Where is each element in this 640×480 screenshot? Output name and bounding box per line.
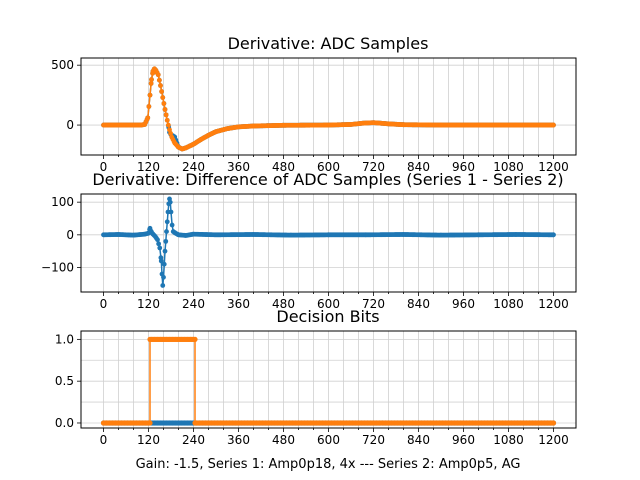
data-points bbox=[101, 66, 556, 152]
series-2-point bbox=[161, 101, 167, 106]
x-tick-label: 240 bbox=[182, 160, 205, 174]
series-1-point bbox=[161, 261, 167, 267]
series-1-point bbox=[163, 238, 169, 244]
x-tick-label: 720 bbox=[362, 297, 385, 311]
x-tick-label: 240 bbox=[182, 297, 205, 311]
series-1-point bbox=[164, 229, 169, 234]
series-2-point bbox=[156, 77, 162, 83]
y-tick-label: 0 bbox=[66, 228, 74, 242]
x-axis-ticks: 0 120 240 360 480 600 720 840 960 1080 1200 bbox=[100, 155, 569, 174]
x-tick-label: 600 bbox=[317, 160, 340, 174]
series-2-point bbox=[163, 112, 169, 118]
series-1-point bbox=[156, 241, 162, 247]
chart-title-adc-samples: Derivative: ADC Samples bbox=[228, 34, 429, 53]
series-2-point bbox=[147, 420, 153, 426]
x-tick-label: 360 bbox=[227, 297, 250, 311]
data-points bbox=[101, 196, 556, 288]
y-tick-label: 1.0 bbox=[55, 332, 74, 346]
series-2-point bbox=[148, 81, 154, 86]
series-2-point bbox=[158, 83, 163, 88]
series-2-point bbox=[146, 104, 152, 109]
x-tick-label: 480 bbox=[272, 160, 295, 174]
series-2-point bbox=[192, 336, 198, 342]
series-1-point bbox=[155, 237, 160, 243]
y-tick-label: 500 bbox=[51, 58, 74, 72]
x-tick-label: 0 bbox=[100, 433, 108, 447]
y-axis-ticks: −100 0 100 bbox=[41, 195, 81, 275]
series-2-point bbox=[145, 115, 151, 121]
x-tick-label: 960 bbox=[452, 433, 475, 447]
x-axis-ticks: 0 120 240 360 480 600 720 840 960 1080 1200 bbox=[100, 292, 569, 311]
x-tick-label: 120 bbox=[137, 297, 160, 311]
chart-title-difference: Derivative: Difference of ADC Samples (S… bbox=[92, 170, 563, 189]
x-tick-label: 840 bbox=[407, 160, 430, 174]
x-tick-label: 1200 bbox=[538, 160, 569, 174]
x-tick-label: 120 bbox=[137, 433, 160, 447]
series-1-point bbox=[167, 199, 173, 205]
series-1-point bbox=[157, 245, 163, 251]
x-tick-label: 0 bbox=[100, 160, 108, 174]
x-tick-label: 600 bbox=[317, 297, 340, 311]
y-tick-label: 0.5 bbox=[55, 374, 74, 388]
data-points bbox=[100, 336, 557, 426]
series-1-point bbox=[158, 258, 164, 264]
series-2-point bbox=[164, 117, 170, 123]
series-1-point bbox=[160, 283, 166, 288]
x-tick-label: 720 bbox=[362, 433, 385, 447]
panel-decision-bits: Decision Bits 0 120 240 360 480 600 720 840 960 1… bbox=[55, 307, 577, 447]
panel-difference: Derivative: Difference of ADC Samples (S… bbox=[41, 170, 577, 311]
y-tick-label: −100 bbox=[41, 261, 74, 275]
x-tick-label: 1200 bbox=[538, 297, 569, 311]
x-tick-label: 1200 bbox=[538, 433, 569, 447]
series-1-point bbox=[161, 274, 166, 280]
y-tick-label: 0 bbox=[66, 118, 74, 132]
x-tick-label: 1080 bbox=[493, 433, 524, 447]
x-tick-label: 0 bbox=[100, 297, 108, 311]
series-2-point bbox=[162, 107, 168, 112]
series-1-point bbox=[169, 222, 175, 228]
x-tick-label: 840 bbox=[407, 433, 430, 447]
series-2-point bbox=[147, 92, 153, 98]
x-tick-label: 960 bbox=[452, 297, 475, 311]
x-tick-label: 480 bbox=[272, 297, 295, 311]
x-tick-label: 480 bbox=[272, 433, 295, 447]
series-2-point bbox=[155, 72, 161, 78]
series-2-point bbox=[165, 122, 171, 128]
series-2-point bbox=[550, 420, 557, 426]
series-1-point bbox=[162, 248, 168, 254]
x-tick-label: 360 bbox=[227, 160, 250, 174]
x-tick-label: 240 bbox=[182, 433, 205, 447]
x-tick-label: 720 bbox=[362, 160, 385, 174]
x-tick-label: 1080 bbox=[493, 297, 524, 311]
y-tick-label: 100 bbox=[51, 195, 74, 209]
panel-adc-samples: Derivative: ADC Samples 0 120 240 360 480 600… bbox=[51, 34, 577, 174]
series-1-point bbox=[551, 232, 556, 238]
x-tick-label: 1080 bbox=[493, 160, 524, 174]
series-2-point bbox=[551, 122, 556, 128]
series-2-point bbox=[149, 77, 154, 82]
x-tick-label: 120 bbox=[137, 160, 160, 174]
series-1-point bbox=[164, 219, 170, 225]
series-2-point bbox=[159, 89, 165, 94]
y-axis-ticks: 0 500 bbox=[51, 58, 81, 132]
y-tick-label: 0.0 bbox=[55, 416, 74, 430]
x-axis-ticks: 0 120 240 360 480 600 720 840 960 1080 1200 bbox=[100, 428, 569, 447]
series-2-point bbox=[160, 95, 166, 100]
series-1-point bbox=[168, 209, 174, 215]
y-axis-ticks: 0.0 0.5 1.0 bbox=[55, 332, 81, 430]
x-tick-label: 600 bbox=[317, 433, 340, 447]
x-axis-label: Gain: -1.5, Series 1: Amp0p18, 4x --- Se… bbox=[136, 457, 521, 472]
x-tick-label: 840 bbox=[407, 297, 430, 311]
gridlines bbox=[81, 331, 576, 428]
x-tick-label: 960 bbox=[452, 160, 475, 174]
chart-title-decision-bits: Decision Bits bbox=[276, 307, 379, 326]
x-tick-label: 360 bbox=[227, 433, 250, 447]
